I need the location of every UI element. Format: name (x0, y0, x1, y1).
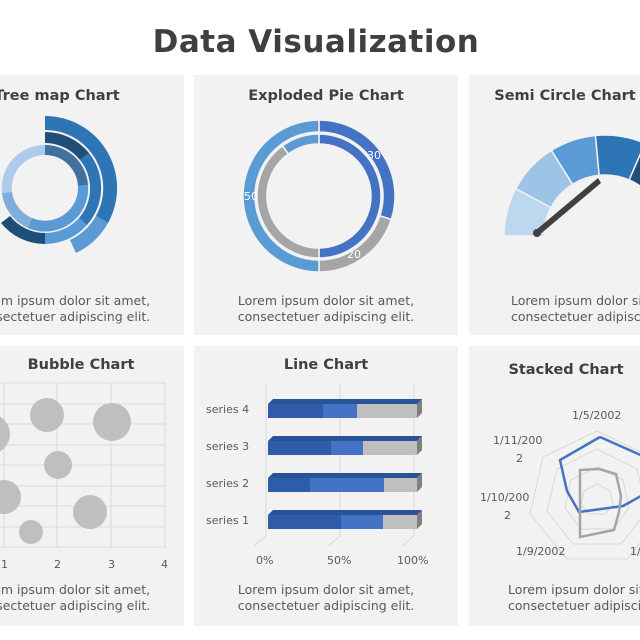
radar-label-1-10-2002-wrap: 2 (504, 509, 511, 522)
pie-label-20: 20 (347, 248, 361, 261)
gauge-needle-icon (533, 178, 601, 237)
treemap-sunburst-chart (1, 115, 118, 253)
pie-label-50: 50 (244, 190, 258, 203)
bubble-chart: 1 2 3 4 (0, 382, 168, 571)
panel-description: Lorem ipsum dolor sit amet, consectetuer… (0, 293, 151, 324)
panel-description: Lorem ipsum dolor sit amet, consectetuer… (511, 293, 640, 324)
panel-title: Tree map Chart (0, 88, 120, 104)
panel-title: Semi Circle Chart (494, 88, 636, 104)
page-title: Data Visualization (152, 24, 480, 60)
panel-semi-circle-chart: Semi Circle Chart Lorem ipsum dolor sit … (469, 75, 640, 335)
bar-series-2 (268, 473, 422, 492)
radar-label-1-11-2002-wrap: 2 (516, 452, 523, 465)
category-label-series-4: series 4 (206, 403, 249, 416)
panel-title: Exploded Pie Chart (248, 88, 404, 104)
x-tick-0: 0% (256, 554, 273, 567)
panel-description: Lorem ipsum dolor sit amet, consectetuer… (508, 582, 640, 613)
category-label-series-2: series 2 (206, 477, 249, 490)
panel-description: Lorem ipsum dolor sit amet, consectetuer… (0, 582, 151, 613)
bar-series-3 (268, 436, 422, 455)
bar-series-1 (268, 510, 422, 529)
panel-line-chart: Line Chart (194, 346, 458, 626)
x-tick-100: 100% (397, 554, 428, 567)
panel-bubble-chart: Bubble Chart 1 2 3 4 (0, 346, 184, 626)
panel-title: Bubble Chart (27, 357, 135, 373)
pie-label-30: 30 (367, 149, 381, 162)
radar-label-1-11-2002: 1/11/200 (493, 434, 542, 447)
panel-exploded-pie-chart: Exploded Pie Chart 30 20 50 Lorem ipsum … (194, 75, 458, 335)
exploded-pie-chart: 30 20 50 (242, 119, 396, 273)
x-tick-2: 2 (54, 558, 61, 571)
x-tick-1: 1 (1, 558, 8, 571)
radar-label-1-10-2002: 1/10/200 (480, 491, 529, 504)
x-tick-4: 4 (161, 558, 168, 571)
panel-description: Lorem ipsum dolor sit amet, consectetuer… (237, 582, 415, 613)
x-tick-50: 50% (327, 554, 351, 567)
radar-label-1-8-2002: 1/ (630, 545, 640, 558)
panel-description: Lorem ipsum dolor sit amet, consectetuer… (237, 293, 415, 324)
radar-chart: 1/5/2002 1/11/200 2 1/10/200 2 1/9/2002 … (480, 409, 640, 560)
x-tick-3: 3 (108, 558, 115, 571)
category-label-series-1: series 1 (206, 514, 249, 527)
bar-series-4 (268, 399, 422, 418)
radar-series-2-line (578, 467, 623, 539)
panel-title: Line Chart (283, 357, 369, 373)
panel-treemap-chart: Tree map Chart Lorem ipsum dolor sit ame… (0, 75, 184, 335)
stacked-bar-chart: series 4 series 3 series 2 series 1 0% 5… (206, 384, 428, 567)
panel-stacked-chart: Stacked Chart 1/5/2002 1/11/200 2 1/10/2… (469, 346, 640, 626)
radar-label-1-5-2002: 1/5/2002 (572, 409, 621, 422)
radar-series-1-line (558, 435, 640, 514)
category-label-series-3: series 3 (206, 440, 249, 453)
semi-circle-gauge-chart (503, 134, 640, 237)
panel-title: Stacked Chart (508, 362, 624, 378)
radar-label-1-9-2002: 1/9/2002 (516, 545, 565, 558)
